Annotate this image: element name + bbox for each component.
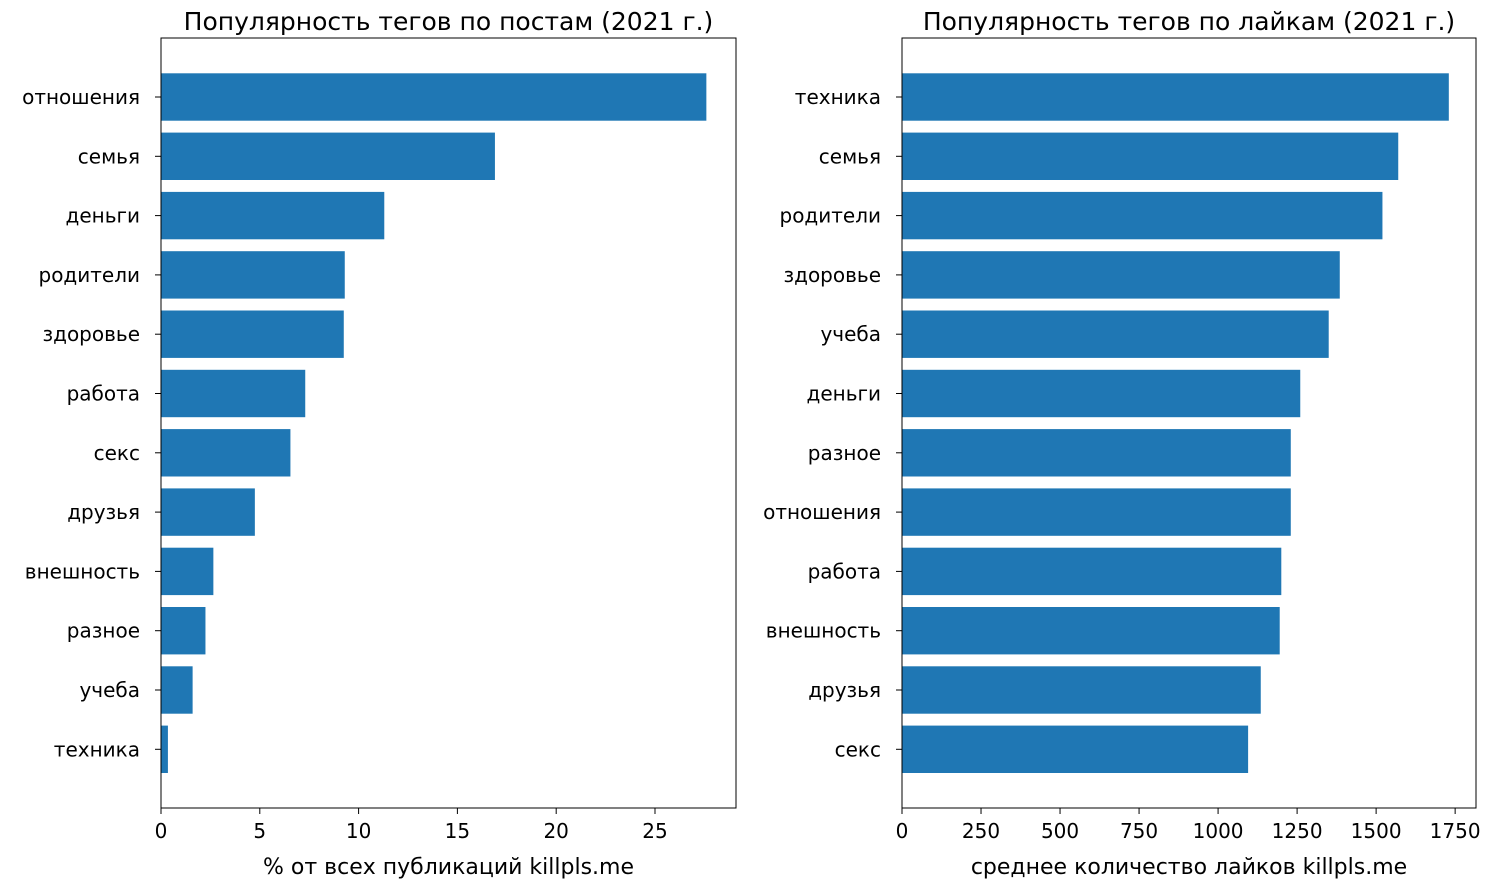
y-tick-label: семья xyxy=(819,144,881,168)
bar-1-8 xyxy=(161,488,255,536)
y-tick-label: друзья xyxy=(808,678,881,702)
x-tick-label: 1250 xyxy=(1272,819,1323,843)
x-tick-label: 1500 xyxy=(1351,819,1402,843)
x-tick-label: 10 xyxy=(346,819,371,843)
x-tick-label: 15 xyxy=(445,819,470,843)
x-tick-label: 25 xyxy=(642,819,667,843)
y-tick-label: учеба xyxy=(79,678,140,702)
bar-1-5 xyxy=(161,310,344,358)
bar-2-4 xyxy=(902,251,1340,299)
y-tick-label: техника xyxy=(795,85,881,109)
x-axis-label: % от всех публикаций killpls.me xyxy=(263,855,634,880)
y-tick-label: здоровье xyxy=(783,263,881,287)
bar-2-5 xyxy=(902,310,1329,358)
x-tick-label: 250 xyxy=(962,819,1000,843)
y-tick-label: секс xyxy=(835,737,881,761)
bar-2-12 xyxy=(902,725,1249,773)
y-tick-label: отношения xyxy=(763,500,881,524)
x-tick-label: 0 xyxy=(155,819,168,843)
y-tick-label: разное xyxy=(67,619,140,643)
y-tick-label: семья xyxy=(78,144,140,168)
y-tick-label: друзья xyxy=(67,500,140,524)
bar-1-6 xyxy=(161,369,306,418)
y-tick-label: здоровье xyxy=(42,322,140,346)
bar-1-12 xyxy=(161,725,168,773)
bar-1-3 xyxy=(161,191,385,240)
x-tick-label: 20 xyxy=(543,819,568,843)
x-tick-label: 1000 xyxy=(1193,819,1244,843)
y-tick-label: родители xyxy=(780,204,882,228)
y-tick-label: работа xyxy=(67,382,140,406)
bar-1-11 xyxy=(161,666,193,714)
bar-1-7 xyxy=(161,429,291,477)
axes-frame xyxy=(901,37,1477,809)
y-tick-label: родители xyxy=(39,263,141,287)
x-tick-label: 750 xyxy=(1120,819,1158,843)
x-tick-label: 1750 xyxy=(1430,819,1481,843)
bar-2-6 xyxy=(902,369,1301,418)
bar-2-11 xyxy=(902,666,1261,714)
bar-2-8 xyxy=(902,488,1291,536)
bar-1-4 xyxy=(161,251,345,299)
bar-2-1 xyxy=(902,73,1449,121)
y-tick-label: отношения xyxy=(22,85,140,109)
bar-2-9 xyxy=(902,547,1282,596)
bar-1-2 xyxy=(161,132,495,180)
y-tick-label: разное xyxy=(808,441,881,465)
x-axis-label: среднее количество лайков killpls.me xyxy=(971,855,1407,880)
bar-2-2 xyxy=(902,132,1399,180)
y-tick-label: учеба xyxy=(820,322,881,346)
bar-1-1 xyxy=(161,73,707,121)
bar-2-3 xyxy=(902,191,1383,240)
y-tick-label: внешность xyxy=(766,619,881,643)
chart-panel-2: техника семья родители здоровье учеба деньги р… xyxy=(763,7,1481,880)
bar-1-9 xyxy=(161,547,214,596)
bar-2-7 xyxy=(902,429,1291,477)
y-tick-label: секс xyxy=(94,441,140,465)
y-tick-label: деньги xyxy=(806,382,881,406)
x-tick-label: 5 xyxy=(253,819,266,843)
x-tick-label: 500 xyxy=(1041,819,1079,843)
chart-title: Популярность тегов по лайкам (2021 г.) xyxy=(923,7,1455,36)
y-tick-label: деньги xyxy=(65,204,140,228)
y-tick-label: работа xyxy=(808,559,881,583)
y-tick-label: внешность xyxy=(25,559,140,583)
bar-2-10 xyxy=(902,607,1280,655)
y-tick-label: техника xyxy=(54,737,140,761)
axes-frame xyxy=(160,37,737,809)
chart-title: Популярность тегов по постам (2021 г.) xyxy=(184,7,714,36)
x-tick-label: 0 xyxy=(896,819,909,843)
bar-1-10 xyxy=(161,607,206,655)
chart-panel-1: отношения семья деньги родители здоровье рабо… xyxy=(22,7,737,880)
